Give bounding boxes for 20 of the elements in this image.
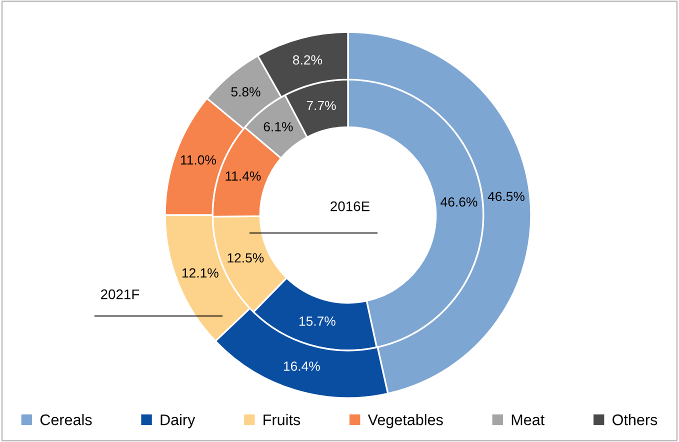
legend-label: Fruits [264, 414, 300, 426]
data-label: 46.5% [488, 192, 524, 202]
data-label: 8.2% [292, 55, 322, 65]
data-label: 11.0% [180, 155, 216, 165]
data-label: 6.1% [264, 122, 293, 132]
data-label: 11.4% [226, 171, 261, 181]
legend-label: Vegetables [368, 414, 443, 428]
data-label: 15.7% [299, 316, 336, 326]
legend-label: Others [612, 414, 658, 426]
data-label: 12.5% [228, 253, 264, 263]
data-label: 46.6% [440, 197, 478, 207]
legend-label: Dairy [160, 414, 196, 428]
data-label: 16.4% [284, 362, 320, 371]
legend-label: Meat [512, 414, 544, 426]
data-label: 5.8% [231, 87, 260, 97]
data-label: 12.1% [182, 268, 218, 278]
slice-label: 2016E [330, 201, 370, 212]
slice-label: 2021F [101, 289, 140, 300]
data-label: 7.7% [306, 100, 336, 110]
legend-label: Cereals [40, 414, 92, 426]
